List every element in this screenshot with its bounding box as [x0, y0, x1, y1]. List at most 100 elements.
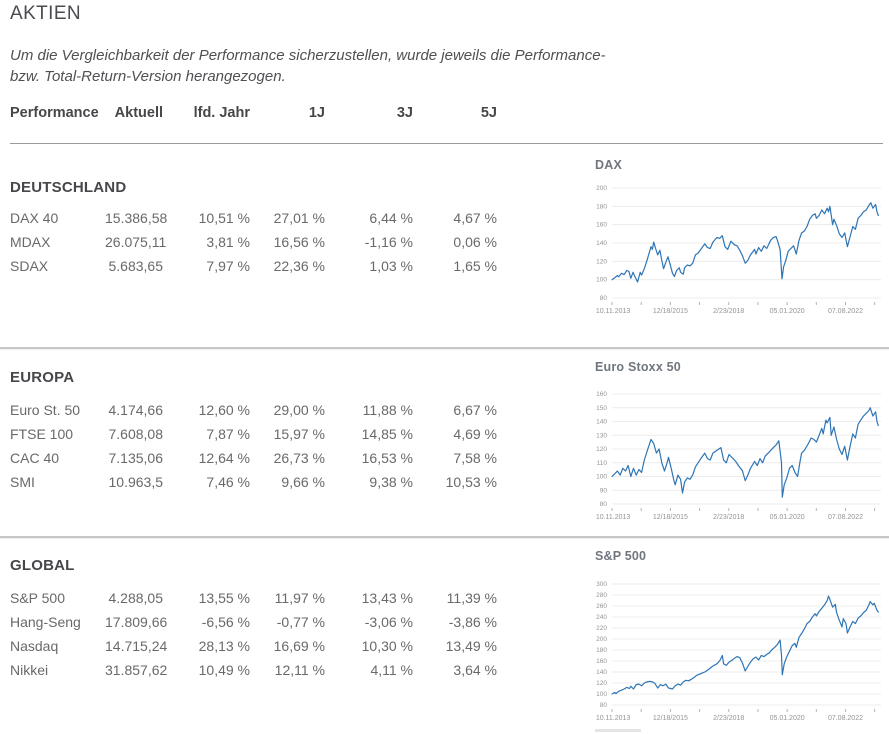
table-row: CAC 40 7.135,06 12,64 % 26,73 % 16,53 % 7,58 …: [10, 446, 497, 470]
section-rows: Euro St. 50 4.174,66 12,60 % 29,00 % 11,88 %…: [10, 398, 497, 494]
value-cell: 12,11 %: [274, 662, 325, 678]
value-cell: 4,11 %: [370, 662, 413, 678]
table-row: FTSE 100 7.608,08 7,87 % 15,97 % 14,85 % 4,69…: [10, 422, 497, 446]
y-axis-label: 120: [596, 446, 607, 453]
y-axis-label: 200: [596, 636, 607, 643]
table-row: SMI 10.963,5 7,46 % 9,66 % 9,38 % 10,53 %: [10, 470, 497, 494]
x-axis-label: 10.11.2013: [596, 308, 631, 315]
x-axis-label: 05.01.2020: [770, 514, 805, 521]
value-cell: 13,49 %: [445, 638, 497, 654]
index-name: SDAX: [10, 258, 49, 274]
value-cell: 0,06 %: [453, 234, 497, 250]
intro-text: Um die Vergleichbarkeit der Performance …: [10, 45, 606, 87]
y-axis-label: 120: [596, 680, 607, 687]
value-cell: 16,56 %: [273, 234, 325, 250]
table-row: MDAX 26.075,11 3,81 % 16,56 % -1,16 % 0,06 %: [10, 230, 497, 254]
value-cell: 13,43 %: [361, 590, 413, 606]
value-cell: 10,30 %: [361, 638, 413, 654]
x-axis-label: 12/18/2015: [653, 308, 688, 315]
y-axis-label: 100: [596, 277, 607, 284]
value-cell: 9,66 %: [281, 474, 325, 490]
value-cell: 11,39 %: [446, 590, 497, 606]
header-aktuell: Aktuell: [114, 105, 163, 121]
value-cell: 10,53 %: [445, 474, 497, 490]
y-axis-label: 160: [596, 658, 607, 665]
index-name: S&P 500: [10, 590, 66, 606]
table-row: SDAX 5.683,65 7,97 % 22,36 % 1,03 % 1,65 %: [10, 254, 497, 278]
line-chart: 200 180 160 140 120 100 80 10.11.2013 12/18/2015…: [596, 185, 881, 315]
index-name: CAC 40: [10, 450, 60, 466]
value-cell: 11,97 %: [274, 590, 325, 606]
value-cell: 15.386,58: [105, 210, 168, 226]
value-cell: 7.135,06: [108, 450, 164, 466]
value-cell: -0,77 %: [276, 614, 325, 630]
table-row: Hang-Seng 17.809,66 -6,56 % -0,77 % -3,06 % -…: [10, 610, 497, 634]
y-axis-label: 140: [596, 240, 607, 247]
section-rows: S&P 500 4.288,05 13,55 % 11,97 % 13,43 % 11,3…: [10, 586, 497, 682]
x-axis-label: 07.08.2022: [828, 514, 863, 521]
x-axis-label: 05.01.2020: [770, 308, 805, 315]
price-line: [611, 407, 879, 498]
value-cell: 17.809,66: [105, 614, 168, 630]
index-name: FTSE 100: [10, 426, 74, 442]
index-name: Nikkei: [10, 662, 49, 678]
value-cell: 3,81 %: [206, 234, 250, 250]
clipped-next-content: [595, 729, 641, 732]
x-axis-label: 10.11.2013: [596, 715, 631, 722]
value-cell: 6,44 %: [369, 210, 413, 226]
index-name: DAX 40: [10, 210, 59, 226]
y-axis-label: 180: [596, 203, 607, 210]
value-cell: 7.608,08: [108, 426, 164, 442]
section-title-deutschland: DEUTSCHLAND: [10, 179, 127, 196]
y-axis-label: 120: [596, 258, 607, 265]
section-divider-2: [0, 536, 889, 539]
value-cell: 16,53 %: [361, 450, 413, 466]
price-line: [611, 202, 879, 283]
section-title-global: GLOBAL: [10, 557, 75, 574]
value-cell: 1,03 %: [369, 258, 413, 274]
index-name: Euro St. 50: [10, 402, 81, 418]
value-cell: 3,64 %: [453, 662, 497, 678]
table-row: DAX 40 15.386,58 10,51 % 27,01 % 6,44 % 4,67 …: [10, 206, 497, 230]
value-cell: 29,00 %: [273, 402, 325, 418]
value-cell: 10,49 %: [198, 662, 250, 678]
value-cell: 10.963,5: [108, 474, 164, 490]
y-axis-label: 220: [596, 625, 607, 632]
table-row: Euro St. 50 4.174,66 12,60 % 29,00 % 11,88 %…: [10, 398, 497, 422]
y-axis-label: 100: [596, 691, 607, 698]
header-1j: 1J: [308, 105, 325, 121]
line-chart: 300 280 260 240 220 200 180 160 140 120 100 80 10.11…: [596, 581, 881, 722]
chart-title: Euro Stoxx 50: [595, 360, 681, 374]
x-axis-label: 12/18/2015: [653, 715, 688, 722]
y-axis-label: 80: [600, 702, 608, 709]
value-cell: 4.174,66: [108, 402, 164, 418]
header-lfd-jahr: lfd. Jahr: [193, 105, 250, 121]
x-axis-label: 07.08.2022: [828, 715, 863, 722]
intro-line-1: Um die Vergleichbarkeit der Performance …: [10, 47, 606, 64]
value-cell: 22,36 %: [273, 258, 325, 274]
value-cell: 12,64 %: [198, 450, 250, 466]
value-cell: -6,56 %: [201, 614, 250, 630]
value-cell: -3,86 %: [448, 614, 497, 630]
value-cell: -1,16 %: [364, 234, 413, 250]
value-cell: 16,69 %: [273, 638, 325, 654]
value-cell: 1,65 %: [453, 258, 497, 274]
value-cell: 10,51 %: [198, 210, 250, 226]
line-chart: 160 150 140 130 120 110 100 90 80 10.11.2013 12/18…: [596, 391, 881, 521]
value-cell: 7,46 %: [206, 474, 250, 490]
x-axis-label: 07.08.2022: [828, 308, 863, 315]
x-axis-label: 10.11.2013: [596, 514, 631, 521]
section-title-europa: EUROPA: [10, 369, 75, 386]
x-axis-label: 12/18/2015: [653, 514, 688, 521]
intro-line-2: bzw. Total-Return-Version herangezogen.: [10, 68, 286, 85]
table-row: Nikkei 31.857,62 10,49 % 12,11 % 4,11 % 3,64 …: [10, 658, 497, 682]
y-axis-label: 160: [596, 391, 607, 398]
value-cell: 11,88 %: [362, 402, 413, 418]
section-divider-1: [0, 347, 889, 350]
index-name: Nasdaq: [10, 638, 59, 654]
chart-title: DAX: [595, 158, 622, 172]
y-axis-label: 200: [596, 185, 607, 192]
y-axis-label: 180: [596, 647, 607, 654]
table-header-row: Performance Aktuell lfd. Jahr 1J 3J 5J: [10, 105, 497, 121]
value-cell: 7,97 %: [206, 258, 250, 274]
